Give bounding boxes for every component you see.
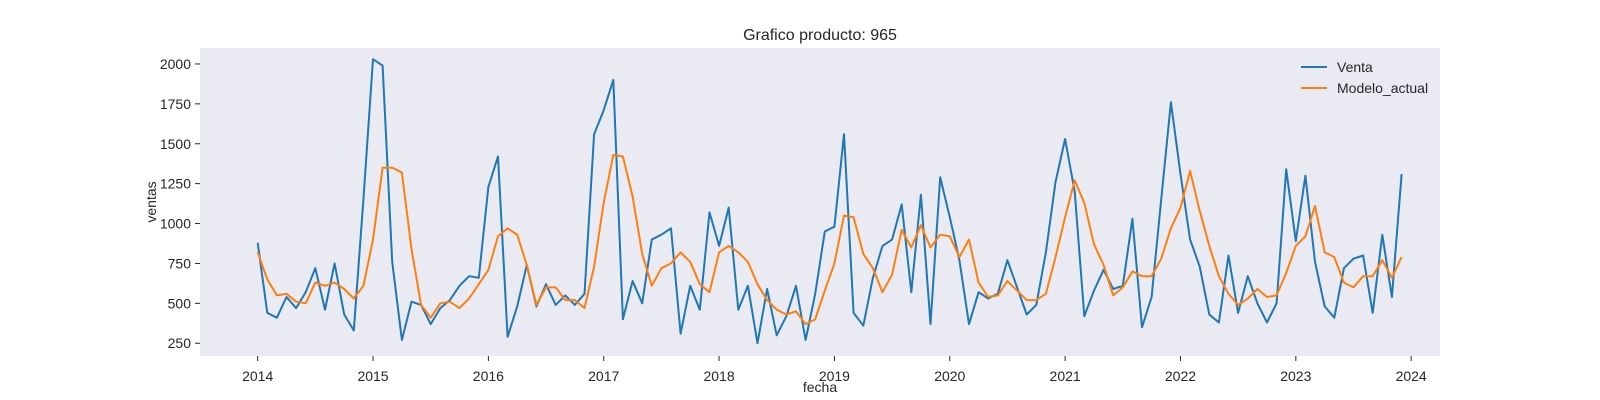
y-tick-label: 500 (168, 295, 192, 311)
y-tick-label: 250 (168, 335, 192, 351)
x-tick-label: 2021 (1050, 368, 1081, 384)
x-tick-label: 2017 (588, 368, 619, 384)
series-line-modelo-actual (256, 153, 1403, 326)
x-tick-label: 2024 (1396, 368, 1427, 384)
x-axis-label: fecha (803, 379, 837, 395)
x-tick-label: 2019 (819, 368, 850, 384)
legend: Venta Modelo_actual (1301, 59, 1428, 96)
y-tick-label: 1000 (160, 216, 191, 232)
legend-label-venta: Venta (1337, 59, 1373, 75)
y-tick-label: 1250 (160, 176, 191, 192)
x-tick-label: 2016 (473, 368, 504, 384)
x-tick-label: 2020 (934, 368, 965, 384)
legend-label-modelo-actual: Modelo_actual (1337, 80, 1428, 96)
x-tick-label: 2015 (357, 368, 388, 384)
x-tick-label: 2023 (1280, 368, 1311, 384)
x-axis-ticks: 2014 2015 2016 2017 2018 2019 2020 2021 2022 2023… (242, 356, 1427, 384)
y-axis-ticks: 250 500 750 1000 1250 1500 1750 2000 (160, 56, 200, 351)
y-tick-label: 1500 (160, 136, 191, 152)
series-lines (256, 58, 1403, 345)
x-tick-label: 2022 (1165, 368, 1196, 384)
y-tick-label: 2000 (160, 56, 191, 72)
plot-area (200, 48, 1440, 356)
x-tick-label: 2014 (242, 368, 273, 384)
y-tick-label: 750 (168, 255, 192, 271)
y-axis-label: ventas (143, 181, 159, 222)
x-tick-label: 2018 (703, 368, 734, 384)
chart-title: Grafico producto: 965 (743, 27, 897, 44)
y-tick-label: 1750 (160, 96, 191, 112)
